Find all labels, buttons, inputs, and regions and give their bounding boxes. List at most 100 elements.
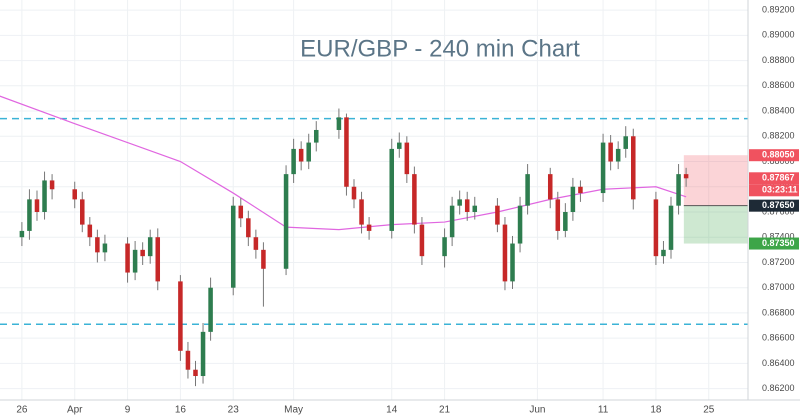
candle-body [147, 237, 153, 257]
candle-body [49, 180, 55, 190]
candle-body [578, 186, 583, 194]
candle-body [298, 148, 304, 162]
candle-body [95, 237, 100, 253]
entry-label: 0.87650 [762, 200, 795, 210]
y-tick-label: 0.87200 [762, 257, 795, 267]
candle-body [676, 174, 681, 206]
candle-body [283, 174, 289, 269]
candle-body [155, 237, 161, 282]
candle-body [102, 243, 108, 253]
x-tick-label: Jun [529, 405, 545, 416]
candle-body [185, 350, 191, 370]
candle-body [683, 174, 689, 179]
candle-body [631, 136, 636, 200]
x-tick-label: 16 [175, 405, 187, 416]
candle-body [442, 237, 447, 257]
candle-body [600, 142, 606, 194]
candle-body [412, 174, 417, 225]
candle-body [351, 186, 357, 200]
candle-body [238, 205, 244, 219]
countdown-tag [749, 184, 799, 197]
x-tick-label: 9 [125, 405, 131, 416]
candle-body [193, 369, 198, 377]
x-tick-label: 14 [386, 405, 398, 416]
target-zone [683, 205, 748, 244]
candle-body [661, 249, 666, 257]
candle-body [344, 117, 349, 187]
candle-body [419, 224, 425, 257]
candle-body [253, 237, 259, 250]
x-tick-label: Apr [67, 405, 83, 416]
y-tick-label: 0.88200 [762, 131, 795, 141]
candle-body [261, 249, 266, 269]
candle-body [397, 142, 402, 149]
x-tick-label: May [284, 405, 303, 416]
stop-tag [749, 149, 799, 162]
candle-body [623, 136, 628, 149]
y-tick-label: 0.88800 [762, 55, 795, 65]
x-tick-label: 26 [16, 405, 28, 416]
current-price-label: 0.87867 [762, 173, 795, 183]
candle-body [306, 142, 311, 162]
candle-body [178, 281, 183, 351]
countdown: 03:23:11 [762, 185, 798, 195]
candle-body [125, 243, 130, 273]
candle-body [668, 205, 674, 250]
x-tick-label: 25 [703, 405, 715, 416]
candle-body [615, 148, 621, 162]
y-tick-label: 0.86600 [762, 333, 795, 343]
x-tick-label: 21 [439, 405, 451, 416]
target-tag [749, 237, 799, 250]
x-tick-label: 23 [228, 405, 240, 416]
candle-body [404, 142, 410, 175]
y-tick-label: 0.89200 [762, 4, 795, 14]
x-tick-label: 18 [650, 405, 662, 416]
candle-body [42, 180, 47, 212]
x-tick-label: 11 [598, 405, 609, 416]
candle-body [555, 199, 561, 231]
y-tick-label: 0.88400 [762, 105, 795, 115]
y-tick-label: 0.86400 [762, 358, 795, 368]
candle-body [359, 199, 364, 225]
entry-tag [749, 199, 799, 212]
y-tick-label: 0.86800 [762, 307, 795, 317]
candle-body [449, 205, 455, 238]
candle-body [208, 287, 213, 332]
candle-body [19, 230, 25, 238]
candle-body [132, 249, 138, 273]
candle-body [366, 224, 372, 231]
y-tick-label: 0.86200 [762, 383, 795, 393]
candle-body [510, 243, 515, 282]
chart-title: EUR/GBP - 240 min Chart [300, 35, 580, 62]
candle-body [80, 199, 85, 225]
candle-body [246, 218, 251, 238]
y-tick-label: 0.87400 [762, 232, 795, 242]
candle-body [570, 186, 576, 212]
candle-body [464, 199, 470, 212]
stop-zone [683, 155, 748, 206]
candle-body [502, 224, 508, 282]
candle-body [230, 205, 236, 288]
candle-body [563, 211, 568, 231]
candle-body [336, 117, 342, 130]
y-tick-label: 0.88600 [762, 80, 795, 90]
stop-label: 0.88050 [762, 150, 795, 160]
candle-body [291, 148, 296, 175]
candle-body [608, 142, 613, 162]
candle-body [495, 205, 500, 225]
candle-body [653, 199, 659, 257]
candle-body [525, 174, 530, 206]
candle-body [200, 331, 206, 377]
current-price-tag [749, 172, 799, 185]
candle-body [140, 249, 145, 257]
target-label: 0.87350 [762, 238, 795, 248]
candle-body [72, 189, 77, 200]
candle-body [457, 199, 462, 206]
candle-body [87, 224, 93, 238]
candle-body [27, 199, 32, 231]
y-tick-label: 0.87000 [762, 282, 795, 292]
y-tick-label: 0.89000 [762, 30, 795, 40]
candle-body [472, 205, 478, 212]
